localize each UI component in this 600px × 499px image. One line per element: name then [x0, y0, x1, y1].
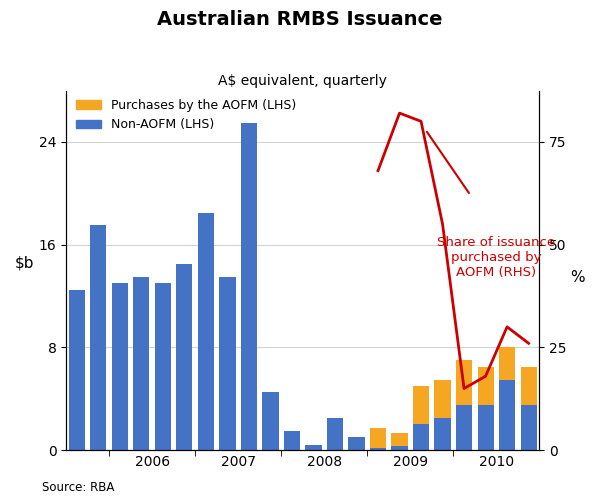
Y-axis label: %: % [571, 270, 585, 285]
Bar [241, 123, 257, 450]
Bar [456, 405, 472, 450]
Legend: Purchases by the AOFM (LHS), Non-AOFM (LHS): Purchases by the AOFM (LHS), Non-AOFM (L… [71, 94, 301, 136]
Bar [456, 360, 472, 405]
Bar [305, 445, 322, 450]
Bar [370, 428, 386, 448]
Bar [198, 213, 214, 450]
Text: Source: RBA: Source: RBA [42, 481, 115, 494]
Bar [112, 283, 128, 450]
Bar [413, 425, 429, 450]
Title: A$ equivalent, quarterly: A$ equivalent, quarterly [218, 74, 387, 88]
Bar [349, 437, 365, 450]
Bar [413, 386, 429, 425]
Bar [91, 226, 106, 450]
Bar [133, 277, 149, 450]
Bar [69, 289, 85, 450]
Bar [262, 392, 278, 450]
Bar [176, 264, 193, 450]
Bar [478, 367, 494, 405]
Text: Australian RMBS Issuance: Australian RMBS Issuance [157, 10, 443, 29]
Bar [499, 347, 515, 380]
Bar [521, 367, 536, 405]
Bar [370, 448, 386, 450]
Bar [284, 431, 300, 450]
Text: Share of issuance
purchased by
AOFM (RHS): Share of issuance purchased by AOFM (RHS… [437, 237, 556, 279]
Bar [434, 418, 451, 450]
Bar [521, 405, 536, 450]
Bar [391, 446, 407, 450]
Bar [434, 380, 451, 418]
Bar [391, 434, 407, 446]
Y-axis label: $b: $b [15, 255, 35, 270]
Bar [155, 283, 171, 450]
Bar [327, 418, 343, 450]
Bar [478, 405, 494, 450]
Bar [499, 380, 515, 450]
Bar [220, 277, 236, 450]
